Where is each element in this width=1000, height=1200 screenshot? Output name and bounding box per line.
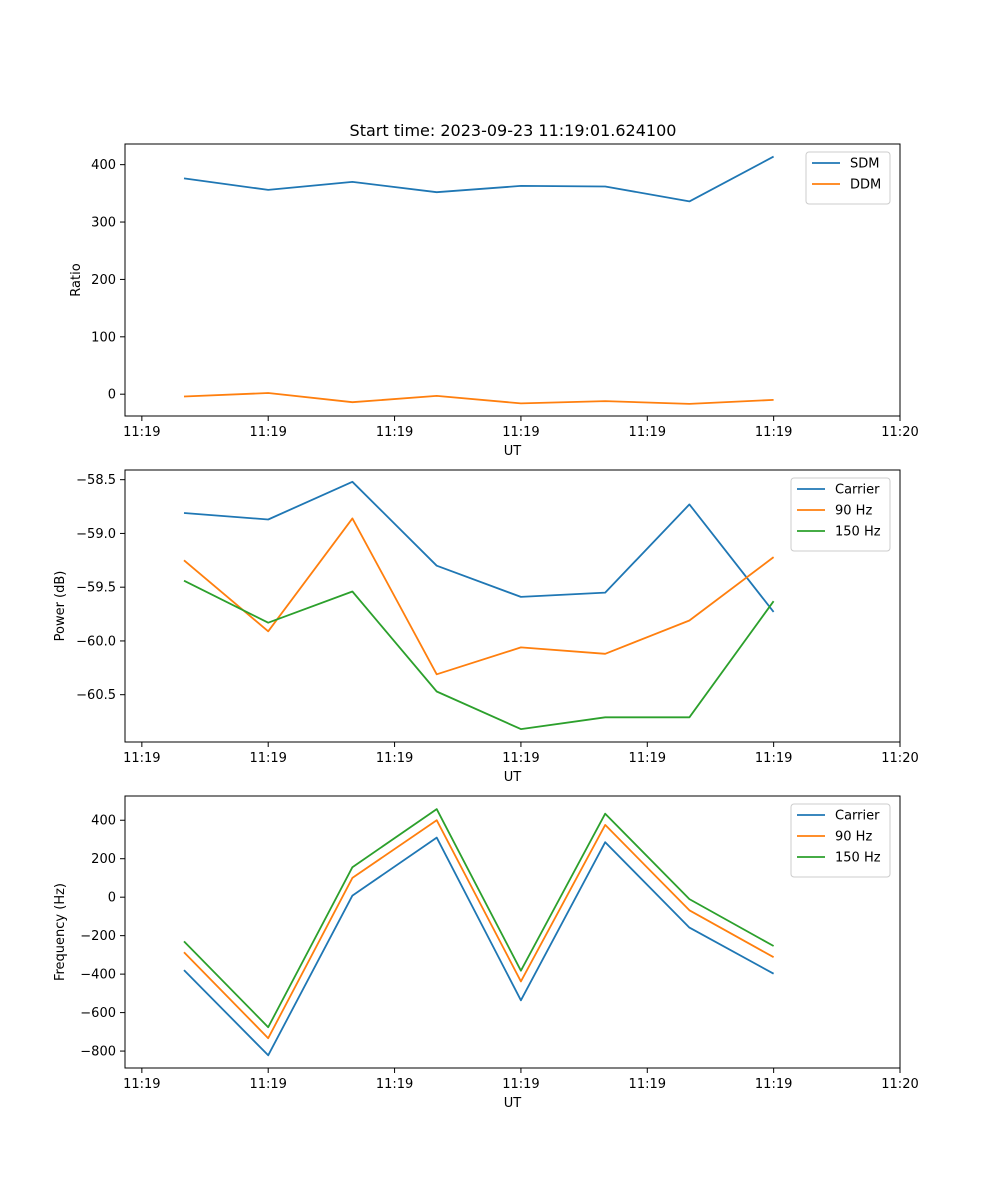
frequency-xtick-label: 11:20	[881, 1077, 918, 1092]
frequency-legend: Carrier 90 Hz 150 Hz	[790, 803, 891, 878]
frequency-ytick-label: −200	[80, 929, 116, 944]
power-ytick-label: −60.0	[76, 634, 116, 649]
ratio-series-sdm	[183, 155, 775, 203]
frequency-ylabel: Frequency (Hz)	[53, 883, 68, 981]
power-ytick-label: −58.5	[76, 473, 116, 488]
ratio-legend: SDM DDM	[805, 151, 891, 205]
frequency-ytick-label: 0	[108, 891, 116, 906]
power-series-150-hz	[183, 579, 775, 730]
ratio-ytick-label: 200	[91, 273, 116, 288]
ratio-xtick-label: 11:19	[123, 425, 160, 440]
ratio-ytick-label: 300	[91, 216, 116, 231]
power-axes-frame	[124, 469, 901, 743]
frequency-xlabel: UT	[504, 1096, 522, 1111]
frequency-ytick-label: 200	[91, 852, 116, 867]
frequency-legend-label: Carrier	[835, 809, 880, 824]
frequency-ytick-label: −600	[80, 1006, 116, 1021]
frequency-xtick-label: 11:19	[629, 1077, 666, 1092]
power-xtick-label: 11:19	[502, 751, 539, 766]
ratio-legend-label: SDM	[850, 157, 879, 172]
ratio-legend-label: DDM	[850, 178, 881, 193]
frequency-xtick-label: 11:19	[376, 1077, 413, 1092]
ratio-ytick-label: 100	[91, 330, 116, 345]
ratio-ylabel: Ratio	[69, 263, 84, 296]
ratio-legend-box	[805, 151, 891, 205]
ratio-xtick-label: 11:19	[755, 425, 792, 440]
ratio-series-ddm	[183, 392, 774, 405]
power-xtick-label: 11:19	[123, 751, 160, 766]
frequency-series-90-hz	[183, 819, 775, 1040]
figure-title: Start time: 2023-09-23 11:19:01.624100	[350, 121, 677, 140]
power-xlabel: UT	[504, 770, 522, 785]
subplots: 11:19 11:19 11:19 11:19 11:19 11:19 11:20 0 100 2…	[53, 143, 919, 1111]
ratio-ytick-label: 0	[108, 388, 116, 403]
frequency-series-carrier	[183, 836, 775, 1057]
power-xtick-label: 11:19	[755, 751, 792, 766]
ratio-xtick-label: 11:19	[502, 425, 539, 440]
ratio-axes-frame	[124, 143, 901, 417]
power-series-carrier	[183, 480, 775, 613]
power-legend-box	[790, 477, 891, 552]
power-legend-label: 90 Hz	[835, 504, 872, 519]
frequency-subplot: 11:19 11:19 11:19 11:19 11:19 11:19 11:20 400 20…	[53, 795, 919, 1111]
frequency-ytick-label: 400	[91, 814, 116, 829]
power-ylabel: Power (dB)	[53, 571, 68, 642]
frequency-xtick-label: 11:19	[502, 1077, 539, 1092]
frequency-xtick-label: 11:19	[755, 1077, 792, 1092]
power-legend: Carrier 90 Hz 150 Hz	[790, 477, 891, 552]
power-ytick-label: −59.5	[76, 581, 116, 596]
frequency-xtick-label: 11:19	[249, 1077, 286, 1092]
frequency-legend-label: 90 Hz	[835, 830, 872, 845]
power-ytick-label: −60.5	[76, 688, 116, 703]
power-series-90-hz	[183, 517, 775, 676]
ratio-xlabel: UT	[504, 444, 522, 459]
ratio-xtick-label: 11:20	[881, 425, 918, 440]
power-xtick-label: 11:19	[376, 751, 413, 766]
frequency-series-150-hz	[183, 808, 775, 1029]
power-legend-label: 150 Hz	[835, 525, 881, 540]
frequency-legend-label: 150 Hz	[835, 851, 881, 866]
power-xtick-label: 11:20	[881, 751, 918, 766]
ratio-subplot: 11:19 11:19 11:19 11:19 11:19 11:19 11:20 0 100 2…	[69, 143, 919, 459]
frequency-axes-frame	[124, 795, 901, 1069]
frequency-legend-box	[790, 803, 891, 878]
ratio-xtick-label: 11:19	[629, 425, 666, 440]
power-subplot: 11:19 11:19 11:19 11:19 11:19 11:19 11:20 −58.5…	[53, 469, 919, 785]
power-xtick-label: 11:19	[629, 751, 666, 766]
power-xtick-label: 11:19	[249, 751, 286, 766]
frequency-xtick-label: 11:19	[123, 1077, 160, 1092]
power-ytick-label: −59.0	[76, 527, 116, 542]
ratio-xtick-label: 11:19	[376, 425, 413, 440]
ratio-xtick-label: 11:19	[249, 425, 286, 440]
frequency-ytick-label: −400	[80, 968, 116, 983]
ratio-ytick-label: 400	[91, 158, 116, 173]
frequency-ytick-label: −800	[80, 1045, 116, 1060]
power-legend-label: Carrier	[835, 483, 880, 498]
